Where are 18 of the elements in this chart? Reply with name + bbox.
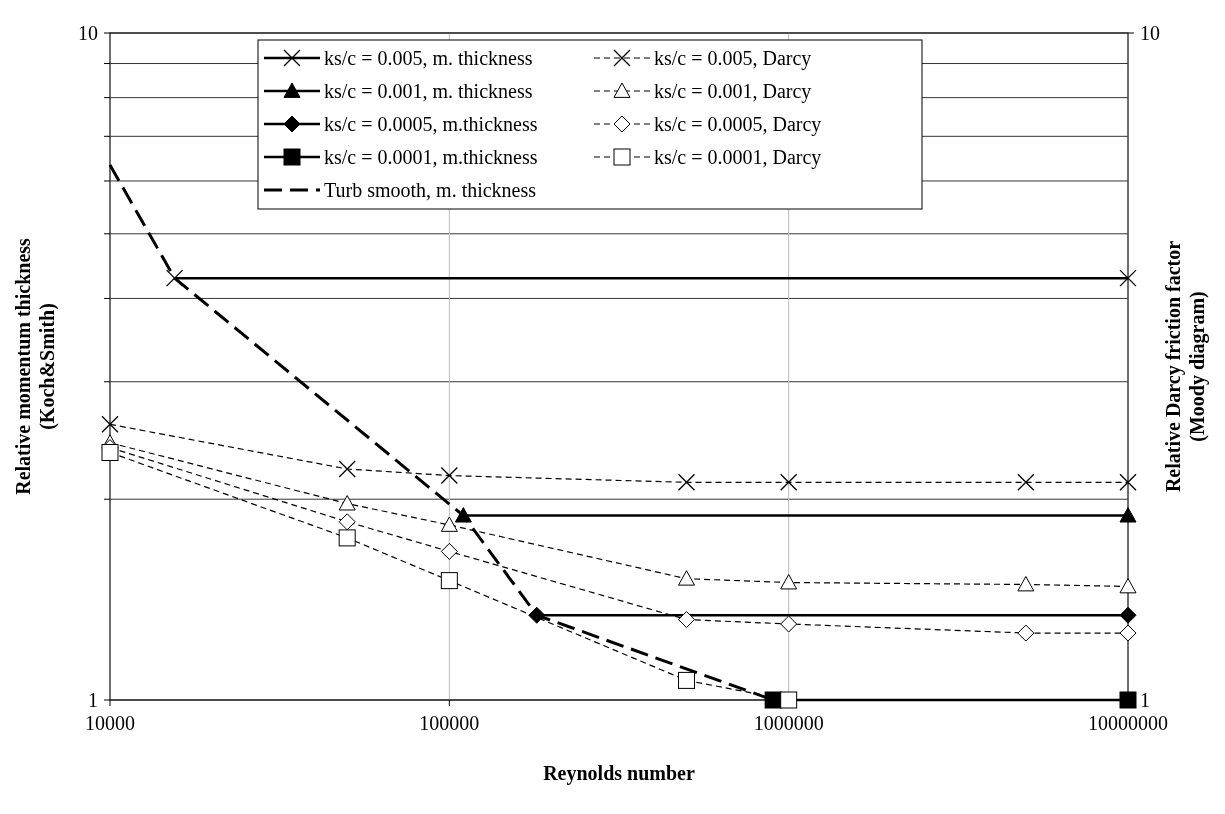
legend-label: ks/c = 0.001, Darcy (654, 80, 812, 103)
y2-tick-label: 10 (1140, 22, 1160, 44)
legend-label: ks/c = 0.0001, m.thickness (324, 146, 538, 168)
legend-label: Turb smooth, m. thickness (324, 179, 537, 201)
x-tick-label: 1000000 (753, 712, 824, 734)
x-tick-label: 10000000 (1088, 712, 1168, 734)
legend-label: ks/c = 0.0005, Darcy (654, 113, 822, 136)
x-tick-label: 100000 (419, 712, 480, 734)
x-axis-title: Reynolds number (543, 762, 695, 785)
x-tick-label: 10000 (85, 712, 135, 734)
legend-label: ks/c = 0.001, m. thickness (324, 80, 533, 102)
legend-label: ks/c = 0.0001, Darcy (654, 146, 822, 169)
y-axis-title: Relative momentum thickness (Koch&Smith) (12, 237, 59, 495)
legend-label: ks/c = 0.005, Darcy (654, 47, 812, 70)
legend-label: ks/c = 0.005, m. thickness (324, 47, 533, 69)
y2-axis-title: Relative Darcy friction factor (Moody diagram) (1162, 240, 1209, 493)
legend-label: ks/c = 0.0005, m.thickness (324, 113, 538, 135)
y2-tick-label: 1 (1140, 689, 1150, 711)
